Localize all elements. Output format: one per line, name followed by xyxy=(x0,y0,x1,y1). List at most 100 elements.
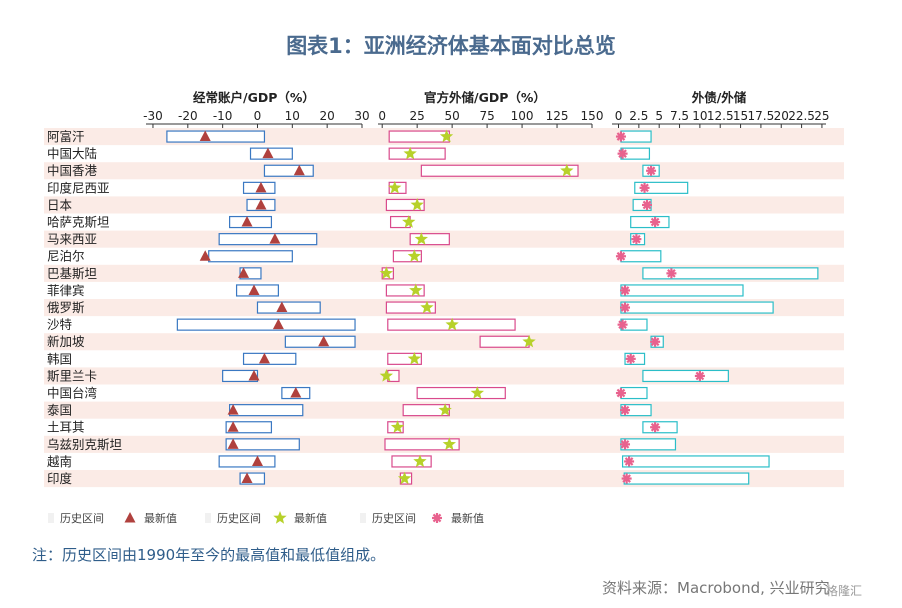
legend-marker-label: 最新值 xyxy=(451,511,484,525)
range-bar xyxy=(166,130,266,143)
category-label: 哈萨克斯坦 xyxy=(47,215,110,230)
asterisk-marker-spoke xyxy=(618,320,627,329)
panel-title: 外债/外储 xyxy=(691,90,747,105)
row-stripe xyxy=(44,196,844,214)
star-marker xyxy=(438,403,452,416)
range-bar xyxy=(634,181,689,194)
x-tick-label: 2.5 xyxy=(629,109,648,123)
x-tick-label: 15 xyxy=(733,109,748,123)
triangle-marker xyxy=(290,387,302,398)
range-bar xyxy=(620,284,744,297)
asterisk-marker xyxy=(694,370,705,381)
star-marker xyxy=(414,232,428,245)
asterisk-marker-spoke xyxy=(640,183,649,193)
asterisk-marker-spoke xyxy=(667,269,676,278)
triangle-marker xyxy=(255,181,267,193)
asterisk-marker xyxy=(646,165,657,176)
category-label: 日本 xyxy=(47,197,73,212)
x-tick-label: 5 xyxy=(655,109,663,123)
triangle-marker xyxy=(251,455,263,466)
star-marker xyxy=(407,351,421,365)
asterisk-marker xyxy=(617,319,628,330)
category-label: 中国台湾 xyxy=(47,386,97,401)
x-tick-label: 22.5 xyxy=(788,109,815,123)
triangle-marker xyxy=(276,301,288,313)
range-bar xyxy=(256,301,321,314)
asterisk-marker xyxy=(615,251,626,262)
range-bar xyxy=(229,215,273,229)
asterisk-marker-spoke xyxy=(616,132,626,141)
triangle-marker xyxy=(248,369,260,381)
category-label: 沙特 xyxy=(47,317,72,332)
range-bar xyxy=(391,455,432,468)
asterisk-marker-spoke xyxy=(622,474,631,483)
range-bar xyxy=(235,284,279,297)
x-tick-label: 25 xyxy=(410,109,425,123)
x-tick-label: -30 xyxy=(143,109,163,123)
star-marker xyxy=(445,317,459,331)
triangle-marker xyxy=(272,318,284,330)
asterisk-marker-spoke xyxy=(620,303,630,312)
range-bar xyxy=(623,472,750,485)
legend-triangle-marker xyxy=(124,512,136,523)
category-label: 乌兹别克斯坦 xyxy=(47,437,122,452)
triangle-marker xyxy=(238,267,250,278)
range-bar xyxy=(621,455,770,468)
triangle-marker xyxy=(227,421,239,432)
legend-range-label: 历史区间 xyxy=(372,512,416,525)
asterisk-marker xyxy=(641,199,652,210)
category-label: 泰国 xyxy=(47,403,72,418)
x-tick-label: 0 xyxy=(615,109,623,123)
range-bar xyxy=(479,335,530,348)
category-label: 中国大陆 xyxy=(47,146,97,161)
star-marker xyxy=(470,386,484,399)
range-bar xyxy=(263,164,314,177)
asterisk-marker xyxy=(625,353,636,364)
x-tick-label: 75 xyxy=(479,109,494,123)
asterisk-marker-spoke xyxy=(620,440,630,449)
asterisk-marker xyxy=(615,131,626,142)
asterisk-marker xyxy=(631,234,642,245)
x-tick-label: 30 xyxy=(354,109,369,123)
asterisk-marker-spoke xyxy=(650,337,660,347)
star-marker xyxy=(379,266,393,279)
asterisk-marker-spoke xyxy=(616,251,626,261)
star-marker xyxy=(407,249,421,262)
category-label: 俄罗斯 xyxy=(47,300,85,315)
asterisk-marker-spoke xyxy=(620,405,630,415)
x-tick-label: 20 xyxy=(774,109,789,123)
category-label: 印度尼西亚 xyxy=(47,180,110,195)
panel-title: 经常账户/GDP（%） xyxy=(193,90,315,105)
asterisk-marker xyxy=(620,405,631,416)
asterisk-marker-spoke xyxy=(632,234,641,244)
category-label: 尼泊尔 xyxy=(47,249,85,264)
chart-note: 注：历史区间由1990年至今的最高值和最低值组成。 xyxy=(32,546,386,564)
legend-range-swatch xyxy=(360,513,366,523)
star-marker xyxy=(522,334,536,348)
range-bar xyxy=(402,404,450,417)
range-bar xyxy=(642,267,819,280)
asterisk-marker-spoke xyxy=(618,149,627,158)
star-marker xyxy=(442,437,456,450)
range-bar xyxy=(385,284,425,297)
triangle-marker xyxy=(199,250,211,261)
x-tick-label: 10 xyxy=(285,109,300,123)
star-marker xyxy=(410,198,424,211)
category-label: 土耳其 xyxy=(47,420,85,435)
asterisk-marker xyxy=(620,285,631,296)
star-marker xyxy=(402,215,416,228)
x-tick-label: 125 xyxy=(546,109,569,123)
triangle-marker xyxy=(248,284,260,295)
category-label: 斯里兰卡 xyxy=(47,368,97,383)
asterisk-marker-spoke xyxy=(646,166,656,176)
asterisk-marker-spoke xyxy=(650,422,660,432)
star-marker xyxy=(403,146,417,160)
range-bar xyxy=(225,421,273,434)
star-marker xyxy=(560,163,574,177)
star-marker xyxy=(388,180,402,194)
x-tick-label: 7.5 xyxy=(670,109,689,123)
range-bar xyxy=(387,352,422,365)
triangle-marker xyxy=(227,404,239,415)
asterisk-marker-spoke xyxy=(624,457,634,466)
star-marker xyxy=(413,454,427,468)
